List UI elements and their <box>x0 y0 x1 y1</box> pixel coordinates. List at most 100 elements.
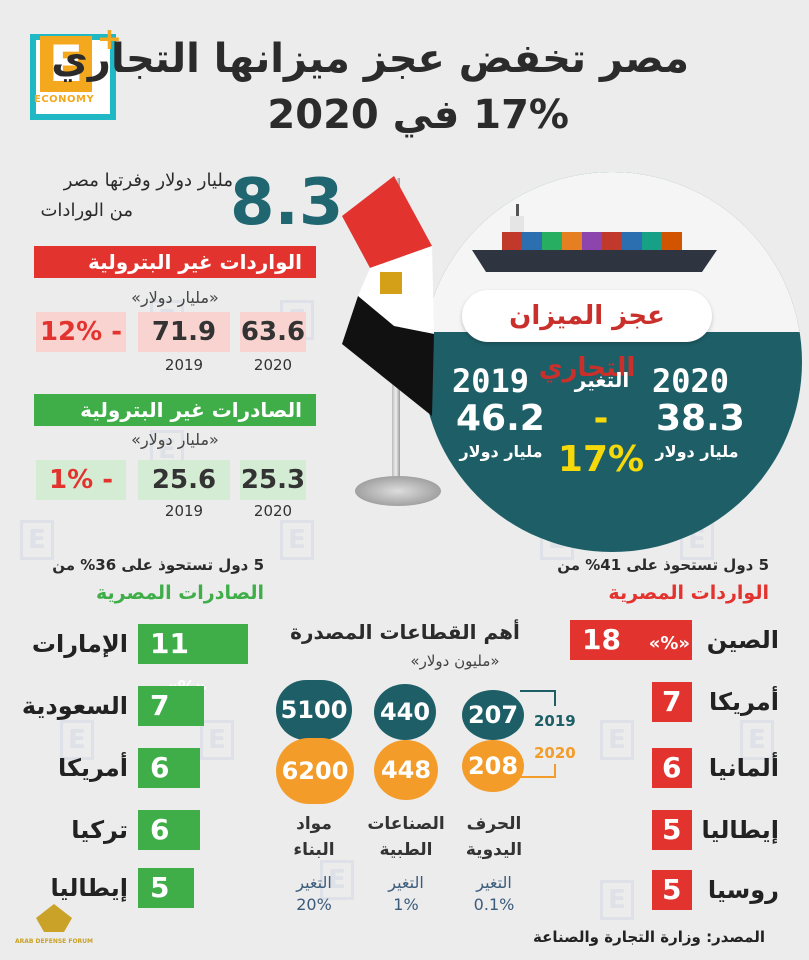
savings-text-2: من الورادات <box>40 200 133 221</box>
sector-construction-line2: البناء <box>293 839 335 860</box>
import-row-box-2: 7 <box>652 682 692 722</box>
import-value-1: 18 <box>582 623 621 656</box>
exports-2020-value: 25.3 <box>240 460 306 500</box>
import-country-3: ألمانيا <box>708 754 779 782</box>
export-row-box-5: 5 <box>138 868 194 908</box>
import-row-box-3: 6 <box>652 748 692 788</box>
import-country-4: إيطاليا <box>701 816 779 844</box>
imports-2020-value: 63.6 <box>240 312 306 352</box>
exports-change: - 1% <box>36 460 126 500</box>
logo-text: ECONOMY <box>34 94 95 105</box>
sector-handicrafts-2019: 207 <box>462 690 524 740</box>
logo-plus: + <box>96 22 122 57</box>
import-value-4: 5 <box>662 813 682 846</box>
logo-letter: E <box>40 36 92 92</box>
import-value-3: 6 <box>662 751 682 784</box>
change-label-3: التغير <box>476 873 512 892</box>
forum-badge-text: ARAB DEFENSE FORUM <box>14 938 94 945</box>
page-title: مصر تخفض عجز ميزانها التجاري <box>51 36 689 82</box>
import-row-box-5: 5 <box>652 870 692 910</box>
sectors-header: أهم القطاعات المصدرة <box>290 620 520 644</box>
economy-logo: E + ECONOMY <box>30 22 122 122</box>
exports-year-2019: 2019 <box>164 502 204 520</box>
sector-medical-line1: الصناعات <box>367 814 445 834</box>
sectors-year-2019: 2019 <box>534 712 576 730</box>
imports-note: 5 دول تستحوذ على 41% من <box>557 556 769 574</box>
import-value-5: 5 <box>662 873 682 906</box>
exports-note: 5 دول تستحوذ على 36% من <box>52 556 264 574</box>
sector-construction-name: مواد البناء <box>272 812 356 863</box>
import-country-5: روسيا <box>707 876 779 904</box>
sector-construction-2020: 6200 <box>276 738 354 804</box>
import-row-box-1: 18 «%» <box>570 620 692 660</box>
savings-value: 8.3 <box>230 166 344 240</box>
egypt-flag-icon <box>342 176 434 416</box>
change-label-1: التغير <box>296 873 332 892</box>
export-row-box-3: 6 <box>138 748 200 788</box>
export-row-box-2: 7 <box>138 686 204 726</box>
deficit-2019-value: 46.2 <box>456 398 545 439</box>
export-country-3: أمريكا <box>58 754 128 782</box>
sector-medical-2019: 440 <box>374 684 436 740</box>
year-bracket-2020 <box>520 764 556 778</box>
sector-construction-change: التغير 20% <box>272 872 356 917</box>
year-bracket-2019 <box>520 690 556 706</box>
sector-construction-line1: مواد <box>296 814 332 834</box>
export-row-box-4: 6 <box>138 810 200 850</box>
sector-medical-change: التغير 1% <box>364 872 448 917</box>
deficit-2019-unit: مليار دولار <box>459 442 543 461</box>
imports-year-2020: 2020 <box>253 356 293 374</box>
sector-handicrafts-line1: الحرف <box>466 814 522 834</box>
deficit-2020-value: 38.3 <box>656 398 745 439</box>
exports-2019-value: 25.6 <box>138 460 230 500</box>
sector-construction-2019: 5100 <box>276 680 352 740</box>
sector-medical-line2: الطبية <box>379 839 433 860</box>
change-label-2: التغير <box>388 873 424 892</box>
sector-medical-name: الصناعات الطبية <box>364 812 448 863</box>
ship-icon <box>472 204 717 272</box>
eagle-icon <box>36 904 72 932</box>
imports-non-oil-header: الواردات غير البترولية <box>34 246 316 278</box>
savings-text-1: مليار دولار وفرتها مصر <box>63 170 233 191</box>
sector-handicrafts-name: الحرف اليدوية <box>452 812 536 863</box>
exports-unit: «مليار دولار» <box>131 430 219 449</box>
export-value-5: 5 <box>150 871 170 904</box>
export-country-1: الإمارات <box>31 630 128 658</box>
export-country-5: إيطاليا <box>50 874 128 902</box>
export-value-2: 7 <box>150 689 170 722</box>
export-value-3: 6 <box>150 751 170 784</box>
import-country-2: أمريكا <box>709 688 779 716</box>
export-value-4: 6 <box>150 813 170 846</box>
export-row-box-1: 11 «%» <box>138 624 248 698</box>
export-value-1: 11 <box>150 627 189 660</box>
sectors-year-2020: 2020 <box>534 744 576 762</box>
imports-change: - 12% <box>36 312 126 352</box>
change-value-1: 20% <box>296 895 332 915</box>
imports-2019-value: 71.9 <box>138 312 230 352</box>
deficit-2020-unit: مليار دولار <box>655 442 739 461</box>
change-value-3: 0.1% <box>473 895 515 915</box>
sector-medical-2020: 448 <box>374 740 438 800</box>
page-subtitle: 17% في 2020 <box>267 92 569 138</box>
change-value-2: 1% <box>393 895 419 915</box>
imports-year-2019: 2019 <box>164 356 204 374</box>
year-2020: 2020 <box>652 362 730 400</box>
export-country-4: تركيا <box>71 816 128 844</box>
forum-badge: ARAB DEFENSE FORUM <box>14 900 94 956</box>
imports-section-header: الواردات المصرية <box>608 582 769 604</box>
sector-handicrafts-2020: 208 <box>462 740 524 792</box>
export-country-2: السعودية <box>21 692 128 720</box>
imports-unit: «مليار دولار» <box>131 288 219 307</box>
sector-handicrafts-line2: اليدوية <box>465 839 523 860</box>
trade-deficit-label: عجز الميزان التجاري <box>462 290 712 383</box>
sector-handicrafts-change: التغير 0.1% <box>452 872 536 917</box>
exports-non-oil-header: الصادرات غير البترولية <box>34 394 316 426</box>
change-label: التغير <box>574 368 630 392</box>
year-2019: 2019 <box>452 362 530 400</box>
trade-deficit-circle: عجز الميزان التجاري 2020 2019 التغير 38.… <box>422 172 802 552</box>
import-pct-label: «%» <box>648 633 691 654</box>
exports-section-header: الصادرات المصرية <box>96 582 264 604</box>
import-value-2: 7 <box>662 685 682 718</box>
import-country-1: الصين <box>706 626 779 654</box>
exports-year-2020: 2020 <box>253 502 293 520</box>
